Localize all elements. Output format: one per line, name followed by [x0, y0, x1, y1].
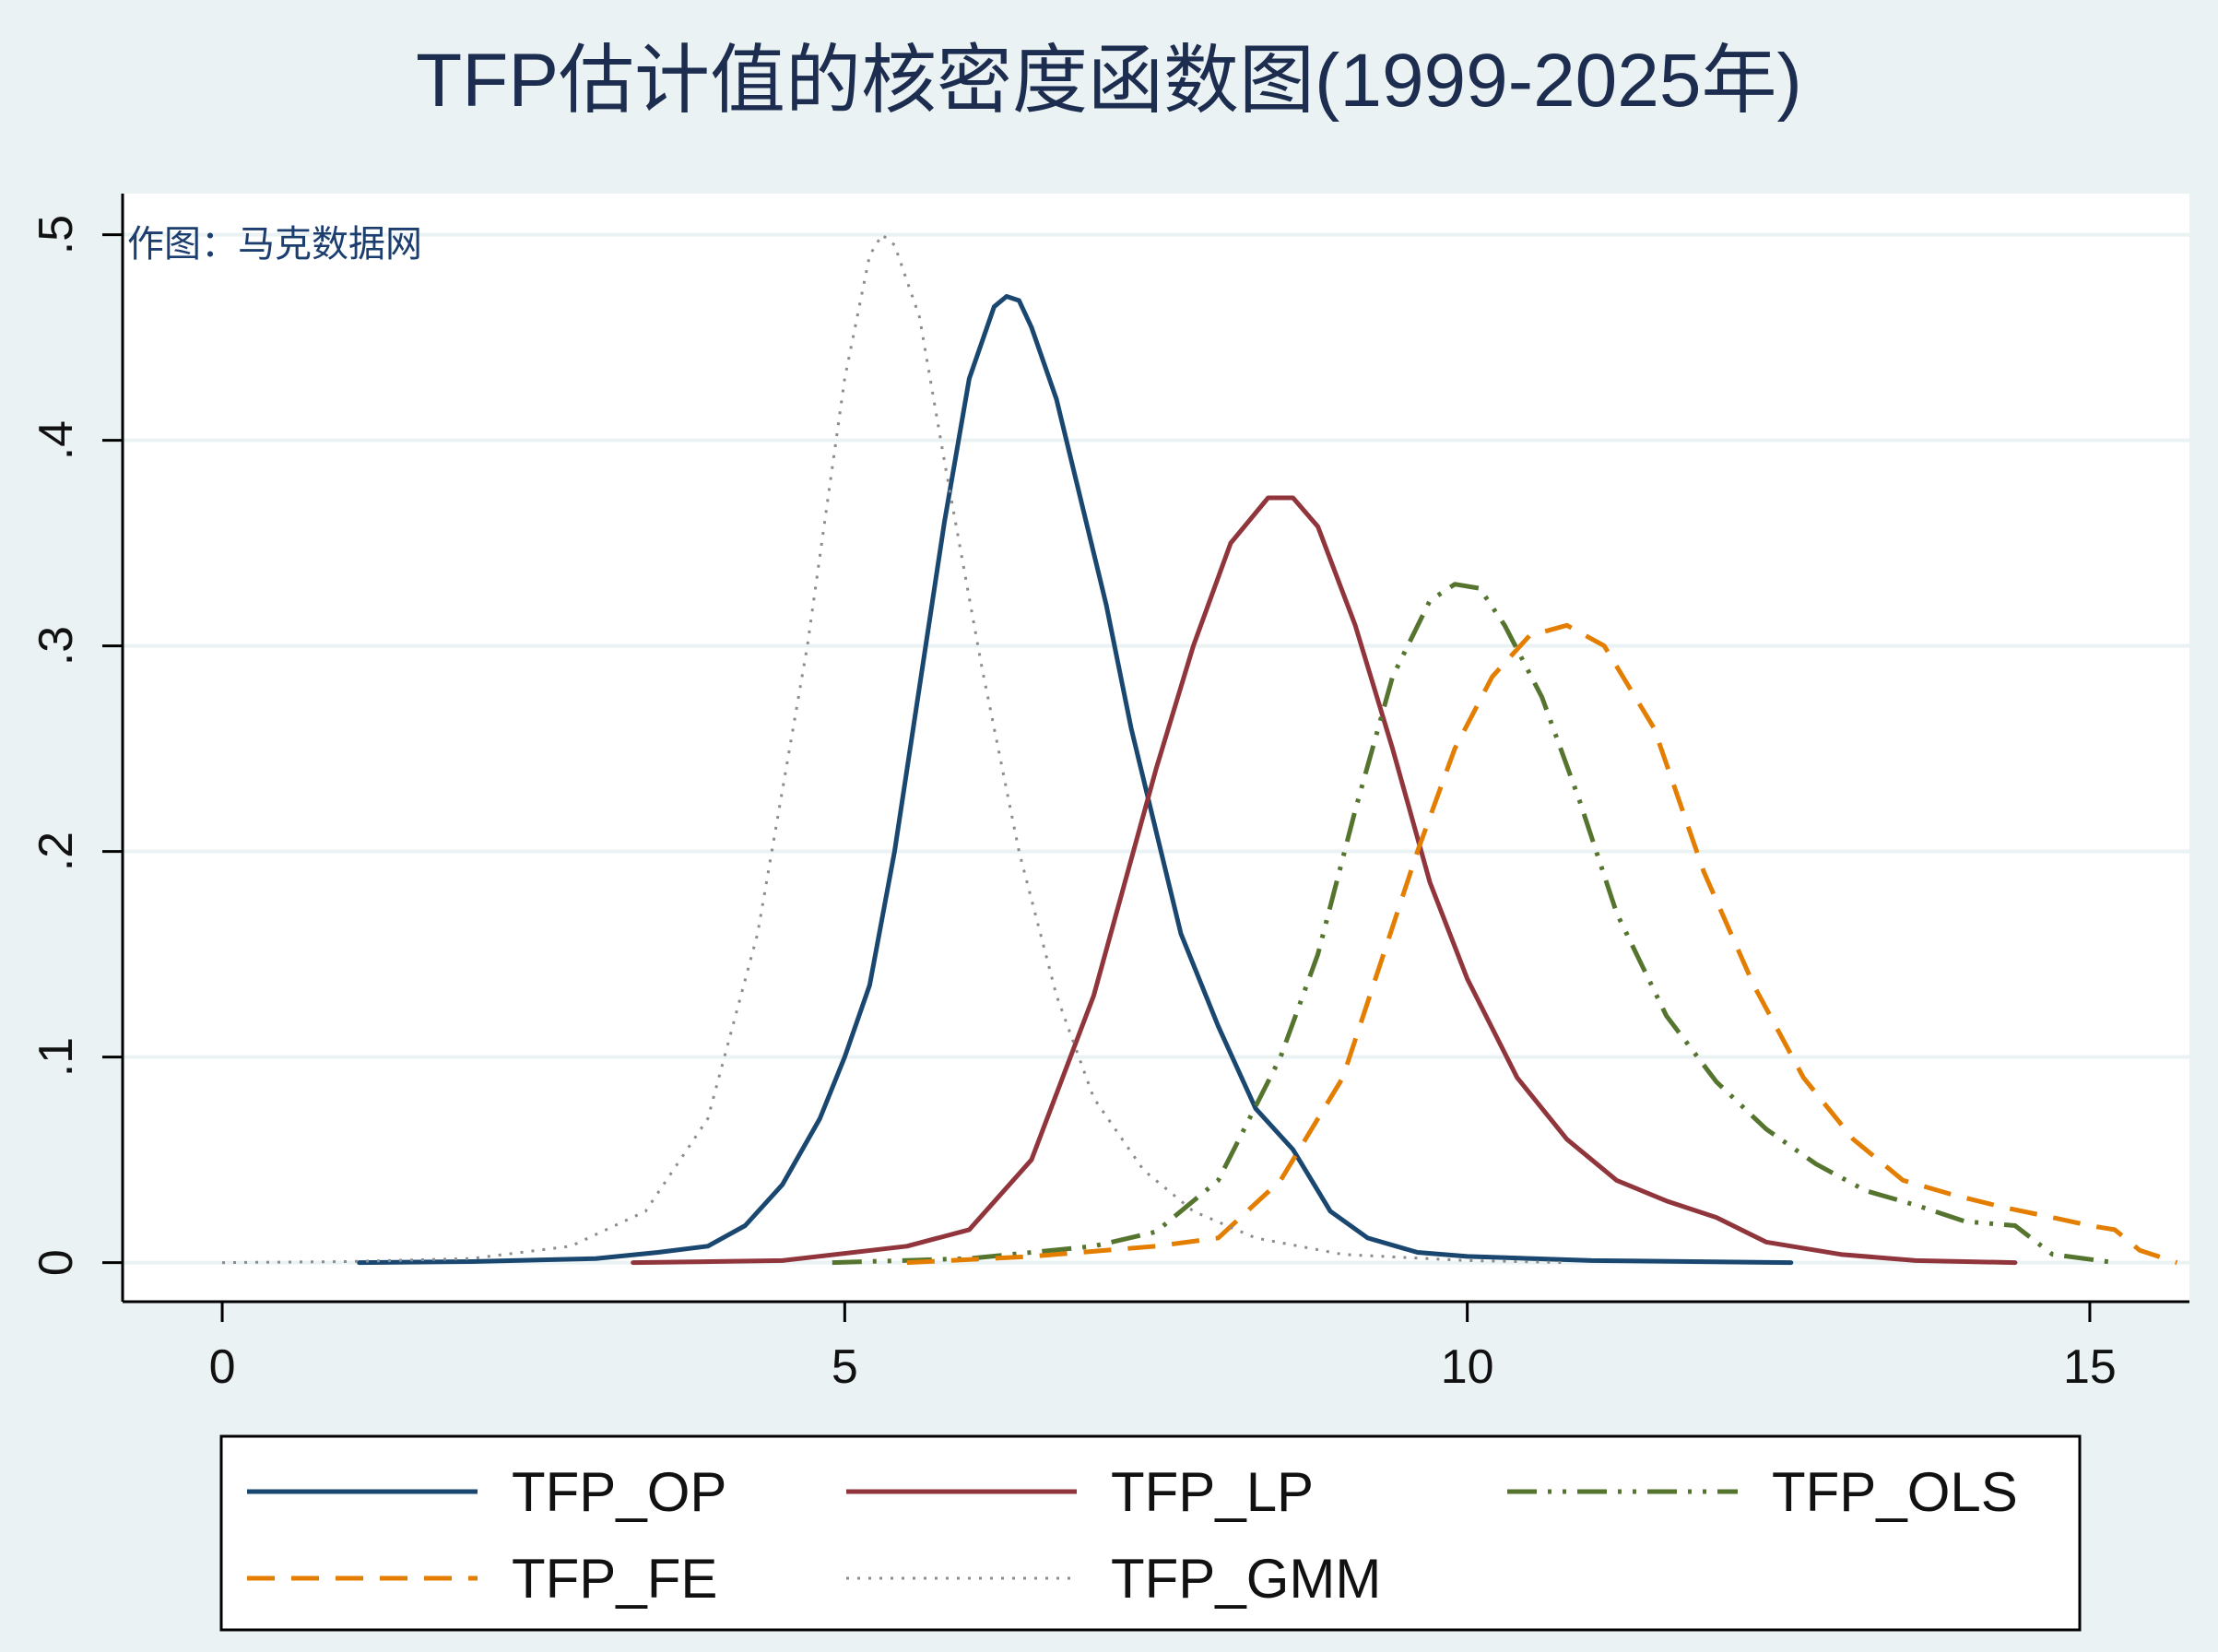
- y-axis-ticks: 0 .1 .2 .3 .4 .5: [29, 215, 123, 1276]
- x-tick-label: 0: [209, 1340, 236, 1394]
- x-tick-label: 15: [2063, 1340, 2117, 1394]
- watermark-annotation: 作图：马克数据网: [127, 224, 422, 265]
- series-group: [221, 233, 2178, 1266]
- y-tick-label: .5: [29, 215, 83, 254]
- legend-label-TFP_LP: TFP_LP: [1111, 1461, 1314, 1523]
- x-axis-ticks: 0 5 10 15: [209, 1302, 2117, 1394]
- series-line-TFP_OP: [357, 294, 1794, 1266]
- series-line-TFP_FE: [906, 622, 2178, 1266]
- y-tick-label: .1: [29, 1037, 83, 1077]
- y-tick-label: .3: [29, 626, 83, 666]
- series-line-TFP_OLS: [832, 582, 2116, 1266]
- legend-label-TFP_OP: TFP_OP: [512, 1461, 726, 1523]
- plot-area: [123, 194, 2189, 1302]
- legend-label-TFP_FE: TFP_FE: [512, 1548, 717, 1610]
- y-tick-label: .4: [29, 420, 83, 460]
- gridlines: [123, 232, 2189, 1265]
- chart-title: TFP估计值的核密度函数图(1999-2025年): [416, 39, 1802, 123]
- y-tick-label: .2: [29, 832, 83, 871]
- series-line-TFP_LP: [631, 495, 2018, 1266]
- legend: TFP_OP TFP_LP TFP_OLS TFP_FE TFP_GMM: [247, 1461, 2018, 1610]
- legend-label-TFP_GMM: TFP_GMM: [1111, 1548, 1381, 1610]
- legend-box: [219, 1434, 2082, 1632]
- y-tick-label: 0: [29, 1249, 83, 1276]
- x-tick-label: 5: [832, 1340, 858, 1394]
- legend-label-TFP_OLS: TFP_OLS: [1772, 1461, 2018, 1523]
- x-tick-label: 10: [1441, 1340, 1494, 1394]
